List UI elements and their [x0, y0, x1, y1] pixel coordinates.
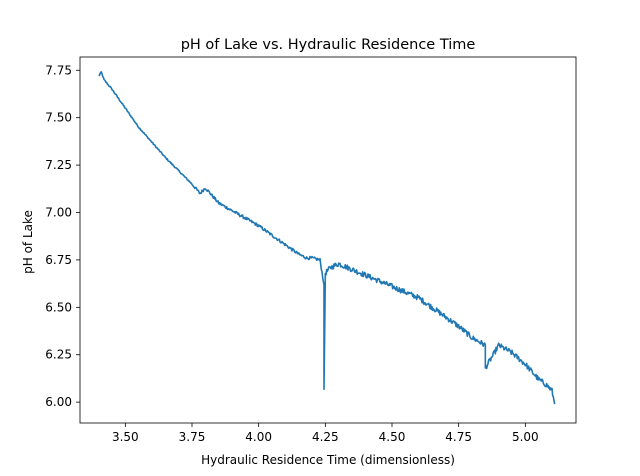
x-tick-label: 4.00	[245, 430, 272, 444]
chart-title: pH of Lake vs. Hydraulic Residence Time	[181, 37, 476, 53]
series-line-0	[98, 71, 556, 405]
y-tick-label: 7.00	[45, 206, 72, 220]
x-tick-label: 4.50	[379, 430, 406, 444]
x-tick-label: 4.75	[445, 430, 472, 444]
y-tick-label: 6.25	[45, 348, 72, 362]
y-tick-label: 7.25	[45, 158, 72, 172]
x-tick-label: 3.50	[112, 430, 139, 444]
y-tick-label: 6.00	[45, 395, 72, 409]
y-axis-label: pH of Lake	[21, 210, 35, 274]
y-axis: 6.00 6.25 6.50 6.75 7.00 7.25 7.50 7.75	[45, 63, 80, 409]
plot-frame	[79, 56, 577, 424]
y-tick-label: 6.50	[45, 300, 72, 314]
x-tick-label: 3.75	[179, 430, 206, 444]
x-tick-label: 4.25	[312, 430, 339, 444]
y-tick-label: 7.50	[45, 111, 72, 125]
y-tick-label: 6.75	[45, 253, 72, 267]
y-tick-label: 7.75	[45, 63, 72, 77]
x-axis-label: Hydraulic Residence Time (dimensionless)	[201, 453, 455, 467]
plot-area	[79, 56, 577, 424]
x-axis: 3.50 3.75 4.00 4.25 4.50 4.75 5.00	[112, 423, 539, 444]
x-tick-label: 5.00	[512, 430, 539, 444]
